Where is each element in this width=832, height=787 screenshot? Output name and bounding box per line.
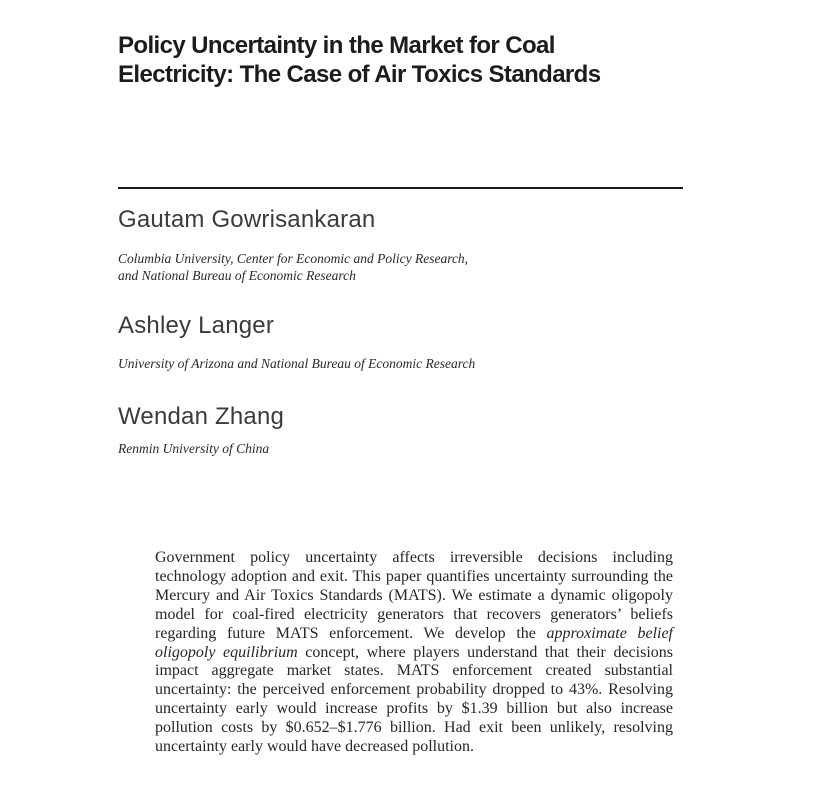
affiliation-line: Columbia University, Center for Economic… xyxy=(118,251,469,266)
abstract-text-part-1: Government policy uncertainty affects ir… xyxy=(155,549,673,642)
paper-title-line-1: Policy Uncertainty in the Market for Coa… xyxy=(118,32,555,59)
author-name-wendan-zhang: Wendan Zhang xyxy=(118,403,285,430)
author-affiliation-gautam-gowrisankaran: Columbia University, Center for Economic… xyxy=(118,250,683,284)
affiliation-line: and National Bureau of Economic Research xyxy=(118,268,356,283)
abstract: Government policy uncertainty affects ir… xyxy=(155,549,673,757)
abstract-italic-phrase: approximate belief oligopoly equilibrium xyxy=(155,624,674,661)
author-affiliation-wendan-zhang: Renmin University of China xyxy=(118,440,683,457)
author-affiliation-ashley-langer: University of Arizona and National Burea… xyxy=(118,355,683,372)
author-name-gautam-gowrisankaran: Gautam Gowrisankaran xyxy=(118,206,376,233)
affiliation-line: University of Arizona and National Burea… xyxy=(118,356,476,371)
author-name-ashley-langer: Ashley Langer xyxy=(118,312,275,339)
title-divider-rule xyxy=(118,187,683,189)
affiliation-line: Renmin University of China xyxy=(118,441,270,456)
abstract-text-part-2: concept, where players understand that t… xyxy=(155,643,673,756)
paper-title-line-2: Electricity: The Case of Air Toxics Stan… xyxy=(118,61,601,88)
paper-title: Policy Uncertainty in the Market for Coa… xyxy=(118,31,698,89)
